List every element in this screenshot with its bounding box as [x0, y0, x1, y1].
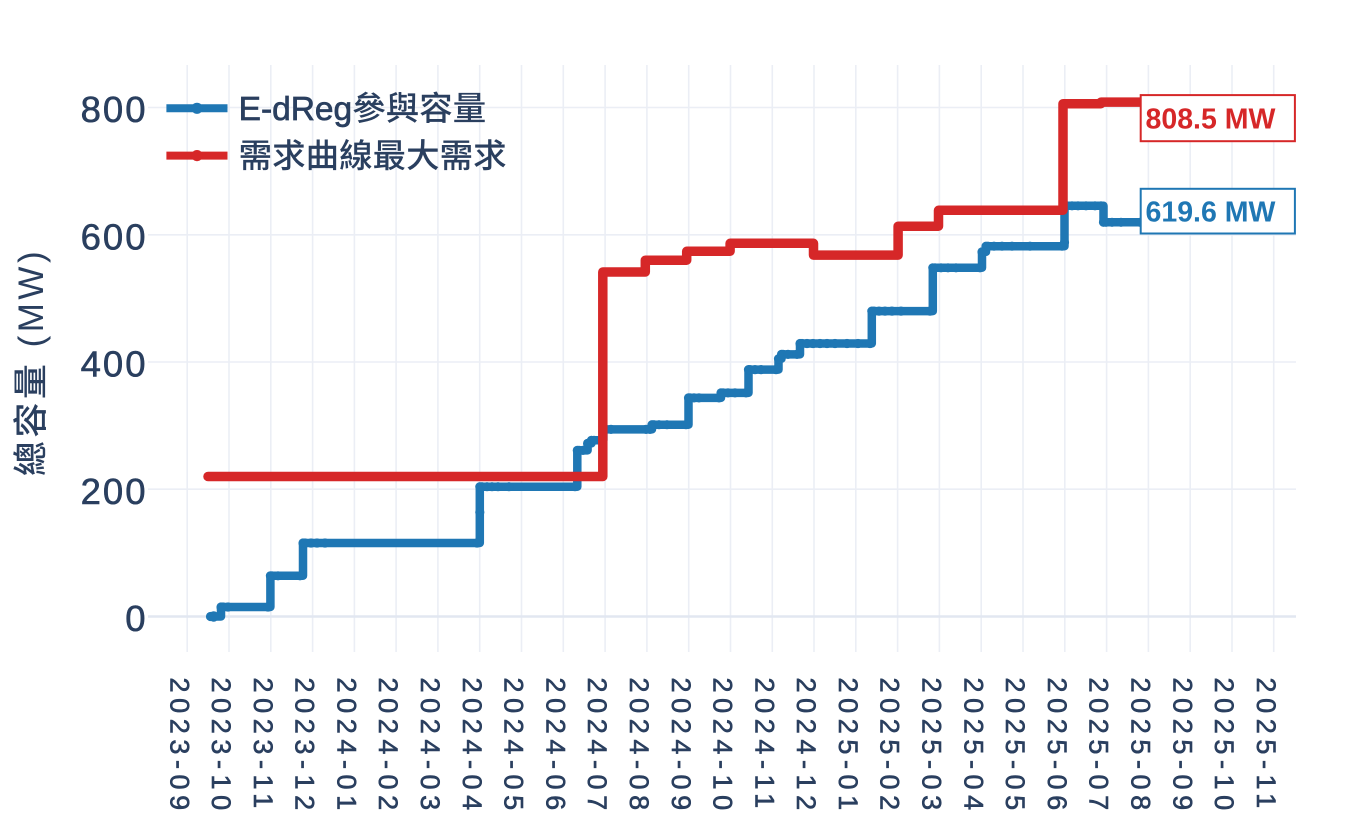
svg-text:2025-10: 2025-10 [1209, 678, 1239, 816]
svg-text:2025-04: 2025-04 [958, 678, 988, 816]
svg-text:2024-12: 2024-12 [791, 678, 821, 816]
svg-text:2023-11: 2023-11 [248, 678, 278, 814]
svg-text:2023-10: 2023-10 [206, 678, 236, 816]
svg-text:2024-05: 2024-05 [499, 678, 529, 816]
svg-text:2023-12: 2023-12 [290, 678, 320, 816]
svg-text:(MW): (MW) [12, 248, 51, 361]
svg-text:2024-01: 2024-01 [332, 678, 362, 816]
svg-text:2024-04: 2024-04 [457, 678, 487, 816]
svg-text:2024-07: 2024-07 [582, 678, 612, 816]
svg-text:2025-03: 2025-03 [917, 678, 947, 816]
svg-text:E-dReg: E-dReg [239, 91, 353, 128]
svg-text:2025-09: 2025-09 [1167, 678, 1197, 816]
svg-text:2025-01: 2025-01 [833, 678, 863, 816]
svg-text:2024-06: 2024-06 [540, 678, 570, 816]
svg-text:2025-08: 2025-08 [1126, 678, 1156, 816]
svg-text:2025-07: 2025-07 [1084, 678, 1114, 816]
svg-text:2024-09: 2024-09 [666, 678, 696, 816]
svg-text:2024-02: 2024-02 [373, 678, 403, 816]
svg-text:619.6 MW: 619.6 MW [1146, 197, 1276, 229]
svg-text:800: 800 [81, 89, 148, 130]
svg-text:200: 200 [81, 471, 148, 512]
svg-text:2025-02: 2025-02 [875, 678, 905, 816]
svg-text:2023-09: 2023-09 [164, 678, 194, 816]
svg-text:808.5 MW: 808.5 MW [1146, 104, 1276, 136]
svg-text:2025-11: 2025-11 [1251, 678, 1281, 814]
svg-text:2024-03: 2024-03 [415, 678, 445, 816]
svg-text:600: 600 [81, 216, 148, 257]
svg-text:2024-10: 2024-10 [708, 678, 738, 816]
svg-text:2025-06: 2025-06 [1042, 678, 1072, 816]
svg-text:2024-11: 2024-11 [749, 678, 779, 814]
svg-text:2024-08: 2024-08 [624, 678, 654, 816]
svg-text:400: 400 [81, 344, 148, 385]
svg-text:2025-05: 2025-05 [1000, 678, 1030, 816]
svg-text:0: 0 [125, 598, 147, 639]
